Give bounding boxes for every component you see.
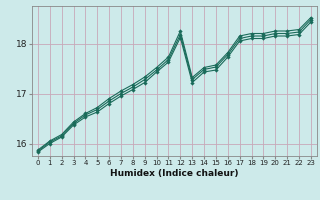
X-axis label: Humidex (Indice chaleur): Humidex (Indice chaleur) bbox=[110, 169, 239, 178]
